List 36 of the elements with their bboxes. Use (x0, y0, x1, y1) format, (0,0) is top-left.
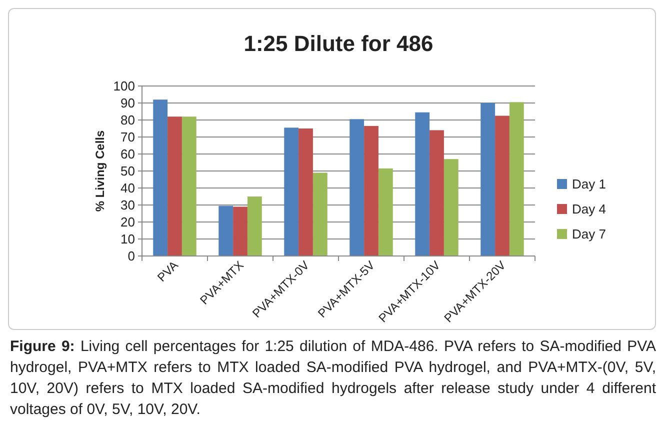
legend-label: Day 1 (572, 176, 606, 192)
bar (495, 116, 510, 256)
bar (430, 130, 444, 256)
bar (298, 128, 313, 256)
y-tick-label: 90 (120, 96, 135, 111)
bar (350, 119, 364, 256)
legend-label: Day 4 (572, 202, 606, 217)
bar (364, 126, 378, 256)
y-tick-label: 80 (120, 112, 135, 128)
bar (312, 172, 328, 256)
bar (415, 112, 430, 256)
y-tick-label: 20 (120, 214, 135, 230)
bar (444, 159, 458, 256)
bar (233, 206, 248, 256)
y-tick-label: 10 (120, 232, 135, 247)
y-tick-label: 0 (128, 248, 135, 264)
y-axis-title: % Living Cells (93, 130, 107, 212)
y-tick-label: 50 (120, 164, 135, 179)
chart-title: 1:25 Dilute for 486 (244, 31, 434, 56)
y-tick-label: 60 (120, 146, 135, 162)
y-tick-label: 30 (120, 198, 135, 213)
bar (182, 116, 196, 256)
caption: Figure 9: Living cell percentages for 1:25 dilution of MDA-486. PVA refers to SA-modified PVA hydrogel, PVA+MTX refers to MTX loaded SA-modified PVA hydrogel, and PVA+MTX-(0V, 5V, 10V, 20V) refers to MTX loaded SA-modified hydrogels after release study under 4 different voltages of 0V, 5V, 10V, 20V. (9, 337, 658, 420)
bar (218, 206, 234, 256)
x-tick-label: PVA (154, 258, 181, 284)
y-tick-label: 100 (113, 78, 135, 94)
bar (480, 103, 496, 256)
bar (378, 168, 393, 256)
bar (284, 128, 299, 256)
bar (247, 196, 262, 256)
bar (168, 116, 182, 256)
y-tick-label: 70 (120, 130, 135, 145)
y-tick-label: 40 (120, 180, 135, 196)
bar (509, 102, 524, 256)
bar (153, 100, 168, 256)
legend-label: Day 7 (572, 226, 606, 242)
